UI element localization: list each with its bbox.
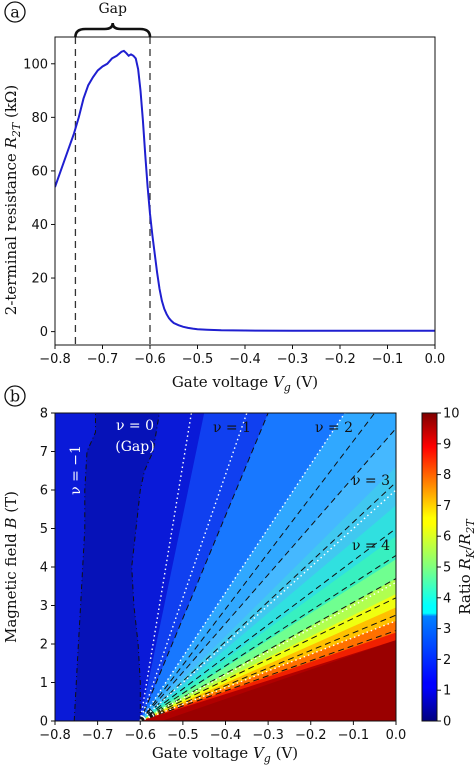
annotation-nu-0: ν = 0 bbox=[116, 418, 154, 434]
colorbar-tick-label: 7 bbox=[443, 499, 451, 514]
colorbar: 0 1 2 3 4 5 6 7 8 9 10 Ratio RK/R2T bbox=[421, 407, 474, 730]
panel-a-y-ticks: 0 20 40 60 80 100 bbox=[23, 57, 55, 340]
panel-a-x-tick-label: −0.3 bbox=[277, 352, 309, 367]
colorbar-tick-label: 8 bbox=[443, 468, 451, 483]
annotation-nu-2: ν = 2 bbox=[315, 420, 353, 436]
panel-b-y-axis-label: Magnetic field B (T) bbox=[2, 491, 20, 643]
annotation-gap: (Gap) bbox=[115, 439, 154, 455]
colorbar-ticks: 0 1 2 3 4 5 6 7 8 9 10 bbox=[437, 407, 460, 730]
panel-a-x-tick-label: −0.1 bbox=[372, 352, 404, 367]
panel-b-y-tick-label: 6 bbox=[40, 484, 48, 499]
panel-a-x-axis-label: Gate voltage Vg (V) bbox=[172, 373, 318, 394]
colorbar-tick-label: 5 bbox=[443, 561, 451, 576]
panel-a-gap-annotation: Gap bbox=[74, 1, 152, 38]
panel-b-x-tick-label: −0.4 bbox=[210, 728, 242, 743]
panel-b-y-ticks: 0 1 2 3 4 5 6 7 8 bbox=[40, 407, 55, 730]
colorbar-tick-label: 9 bbox=[443, 437, 451, 452]
contour-line-9 bbox=[140, 614, 396, 721]
panel-b-x-tick-label: −0.2 bbox=[295, 728, 327, 743]
colorbar-tick-label: 0 bbox=[443, 715, 451, 730]
panel-a: a −0.8 −0.7 −0.6 −0.5 −0.4 −0.3 −0.2 −0.1 0.0 0 2… bbox=[2, 1, 445, 394]
panel-a-frame bbox=[54, 36, 436, 346]
annotation-nu-3: ν = 3 bbox=[352, 473, 390, 489]
panel-b-y-tick-label: 3 bbox=[40, 599, 48, 614]
contour-line-1 bbox=[139, 413, 269, 721]
high-ratio-region bbox=[161, 640, 396, 721]
panel-a-x-ticks: −0.8 −0.7 −0.6 −0.5 −0.4 −0.3 −0.2 −0.1 0.0 bbox=[39, 345, 445, 367]
panel-a-x-tick-label: −0.4 bbox=[229, 352, 261, 367]
annotation-nu-1: ν = 1 bbox=[213, 420, 251, 436]
panel-a-x-tick-label: −0.2 bbox=[324, 352, 356, 367]
contour-line-10 bbox=[140, 630, 396, 721]
fan-band-11 bbox=[140, 413, 396, 721]
panel-b-y-tick-label: 4 bbox=[40, 561, 48, 576]
panel-a-y-axis-label: 2-terminal resistance R2T (kΩ) bbox=[2, 85, 23, 315]
panel-b-x-ticks: −0.8 −0.7 −0.6 −0.5 −0.4 −0.3 −0.2 −0.1 0.0 bbox=[39, 721, 406, 743]
panel-b: b −0.8 −0.7 −0.6 −0.5 −0.4 −0.3 −0.2 −0.1 0.0 0 1… bbox=[2, 385, 474, 765]
panel-a-y-tick-label: 40 bbox=[31, 218, 48, 233]
contour-line-7 bbox=[140, 578, 396, 721]
panel-a-circle bbox=[4, 1, 26, 23]
panel-b-x-tick-label: −0.1 bbox=[338, 728, 370, 743]
panel-b-y-tick-label: 7 bbox=[40, 445, 48, 460]
panel-b-circle bbox=[4, 385, 26, 407]
colorbar-label: Ratio RK/R2T bbox=[456, 518, 474, 615]
contour-line-4 bbox=[139, 481, 396, 721]
colorbar-tick-label: 1 bbox=[443, 684, 451, 699]
contour-line-3 bbox=[139, 428, 396, 721]
colorbar-gradient bbox=[421, 412, 438, 722]
panel-b-x-tick-label: −0.5 bbox=[167, 728, 199, 743]
panel-a-axes-box bbox=[54, 36, 436, 346]
panel-a-y-tick-label: 100 bbox=[23, 57, 48, 72]
contour-line-5 bbox=[139, 528, 396, 721]
panel-b-y-tick-label: 8 bbox=[40, 407, 48, 422]
panel-b-y-tick-label: 2 bbox=[40, 638, 48, 653]
annotation-nu-4: ν = 4 bbox=[352, 538, 390, 554]
gap-label: Gap bbox=[98, 1, 127, 17]
contour-line-2 bbox=[139, 413, 376, 721]
panel-b-x-tick-label: −0.8 bbox=[39, 728, 71, 743]
colorbar-tick-label: 4 bbox=[443, 591, 451, 606]
panel-a-x-tick-label: 0.0 bbox=[425, 352, 446, 367]
panel-b-x-tick-label: −0.7 bbox=[82, 728, 114, 743]
panel-a-x-tick-label: −0.5 bbox=[182, 352, 214, 367]
gap-region bbox=[74, 413, 160, 721]
resistance-curve bbox=[55, 49, 435, 332]
landau-level-line-2 bbox=[139, 413, 248, 721]
panel-b-x-axis-label: Gate voltage Vg (V) bbox=[152, 744, 298, 765]
panel-a-y-tick-label: 80 bbox=[31, 111, 48, 126]
landau-level-line-5 bbox=[139, 581, 396, 721]
panel-b-x-tick-label: −0.3 bbox=[252, 728, 284, 743]
panel-a-y-tick-label: 20 bbox=[31, 272, 48, 287]
contour-line-8 bbox=[140, 597, 396, 721]
panel-b-y-tick-label: 1 bbox=[40, 676, 48, 691]
colorbar-tick-label: 3 bbox=[443, 622, 451, 637]
panel-a-letter: a bbox=[10, 3, 20, 22]
panel-a-x-tick-label: −0.8 bbox=[39, 352, 71, 367]
landau-level-line-6 bbox=[139, 620, 396, 721]
landau-level-line-4 bbox=[139, 489, 396, 721]
panel-a-y-tick-label: 0 bbox=[40, 325, 48, 340]
panel-b-y-tick-label: 5 bbox=[40, 522, 48, 537]
panel-a-x-tick-label: −0.7 bbox=[87, 352, 119, 367]
annotation-nu-minus-1: ν = −1 bbox=[68, 445, 84, 495]
panel-b-heatmap bbox=[55, 413, 396, 721]
contour-line-6 bbox=[139, 555, 396, 721]
panel-a-x-tick-label: −0.6 bbox=[134, 352, 166, 367]
panel-b-letter: b bbox=[10, 387, 20, 406]
colorbar-tick-label: 6 bbox=[443, 530, 451, 545]
colorbar-tick-label: 10 bbox=[443, 407, 460, 422]
panel-a-y-tick-label: 60 bbox=[31, 164, 48, 179]
gap-brace bbox=[74, 22, 152, 38]
panel-b-x-tick-label: 0.0 bbox=[386, 728, 407, 743]
colorbar-tick-label: 2 bbox=[443, 653, 451, 668]
gap-left-contour bbox=[73, 413, 96, 721]
panel-b-y-tick-label: 0 bbox=[40, 715, 48, 730]
panel-b-x-tick-label: −0.6 bbox=[124, 728, 156, 743]
landau-level-line-3 bbox=[139, 413, 346, 721]
panel-a-plot bbox=[55, 37, 435, 345]
